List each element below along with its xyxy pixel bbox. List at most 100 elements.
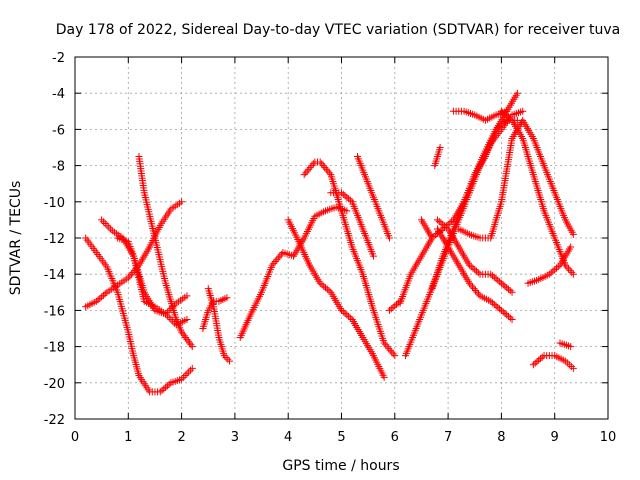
data-point [501, 118, 509, 126]
y-tick-label: -14 [44, 268, 65, 283]
data-point [169, 317, 177, 325]
data-point [393, 300, 401, 308]
series-track-16 [449, 107, 511, 124]
data-point [179, 373, 187, 381]
data-point [309, 160, 317, 168]
data-point [178, 375, 186, 383]
data-point [505, 312, 513, 320]
series-track-5 [114, 234, 191, 329]
data-point [469, 264, 477, 272]
x-tick-label: 2 [177, 430, 185, 445]
data-point [497, 306, 505, 314]
data-point [496, 278, 504, 286]
x-tick-label: 5 [337, 430, 345, 445]
data-point [567, 243, 575, 251]
data-point [320, 282, 328, 290]
series-track-19 [455, 116, 577, 242]
chart-title: Day 178 of 2022, Sidereal Day-to-day VTE… [56, 22, 620, 38]
data-point [446, 219, 454, 227]
data-point [306, 163, 314, 171]
data-point [270, 259, 278, 267]
data-point [325, 169, 333, 177]
data-point [545, 270, 553, 278]
data-point [489, 299, 497, 307]
data-point [271, 258, 279, 266]
data-point [388, 348, 396, 356]
data-point [158, 386, 166, 394]
series-track-7 [199, 294, 231, 332]
data-point [165, 380, 173, 388]
data-point [383, 343, 391, 351]
series-track-12 [353, 153, 393, 242]
data-point [494, 303, 502, 311]
x-axis-label: GPS time / hours [282, 458, 399, 474]
y-tick-label: -2 [52, 51, 65, 66]
data-point [188, 343, 196, 351]
data-point [385, 344, 393, 352]
data-point [433, 216, 441, 224]
x-tick-label: 6 [391, 430, 399, 445]
data-point [185, 368, 193, 376]
data-point [385, 234, 393, 242]
data-point [167, 315, 175, 323]
data-point [345, 195, 353, 203]
data-point [435, 217, 443, 225]
data-point [339, 308, 347, 316]
data-point [321, 163, 329, 171]
data-point [568, 268, 576, 276]
data-point [179, 330, 187, 338]
data-point [385, 306, 393, 314]
data-point [391, 352, 399, 360]
data-point [497, 121, 505, 129]
data-point [302, 169, 310, 177]
y-tick-label: -6 [52, 123, 65, 138]
x-tick-label: 4 [284, 430, 292, 445]
data-point [181, 372, 189, 380]
data-point [184, 337, 192, 345]
data-point [531, 359, 539, 367]
data-point [501, 309, 509, 317]
data-point [126, 272, 134, 280]
data-point [226, 357, 234, 365]
x-tick-label: 3 [231, 430, 239, 445]
data-point [163, 382, 171, 390]
data-point [186, 366, 194, 374]
data-point [489, 272, 497, 280]
data-point [156, 388, 164, 396]
data-point [448, 217, 456, 225]
data-point [494, 276, 502, 284]
data-point [323, 285, 331, 293]
data-point [316, 158, 324, 166]
data-point [325, 287, 333, 295]
data-point [324, 167, 332, 175]
data-point [300, 171, 308, 179]
data-point [303, 167, 311, 175]
series-track-20 [497, 107, 577, 278]
series-track-2 [82, 234, 196, 396]
data-point [389, 350, 397, 358]
y-tick-label: -20 [44, 377, 65, 392]
y-tick-label: -4 [52, 87, 65, 102]
data-point [487, 297, 495, 305]
data-point [503, 311, 511, 319]
data-point [538, 353, 546, 361]
data-point [107, 225, 115, 233]
data-point [345, 312, 353, 320]
data-point [382, 341, 390, 349]
data-point [394, 299, 402, 307]
series-track-10 [300, 158, 399, 360]
y-axis-label: SDTVAR / TECUs [8, 181, 24, 296]
series-track-24 [431, 144, 444, 170]
y-tick-label: -8 [52, 160, 65, 175]
data-point [442, 223, 450, 231]
data-point [471, 266, 479, 274]
data-point [473, 267, 481, 275]
data-point [183, 335, 191, 343]
data-point [501, 282, 509, 290]
data-point [101, 220, 109, 228]
data-point [223, 294, 231, 302]
axis-ticks [74, 56, 609, 420]
data-point [490, 273, 498, 281]
data-point [503, 112, 511, 120]
x-tick-label: 10 [600, 430, 617, 445]
